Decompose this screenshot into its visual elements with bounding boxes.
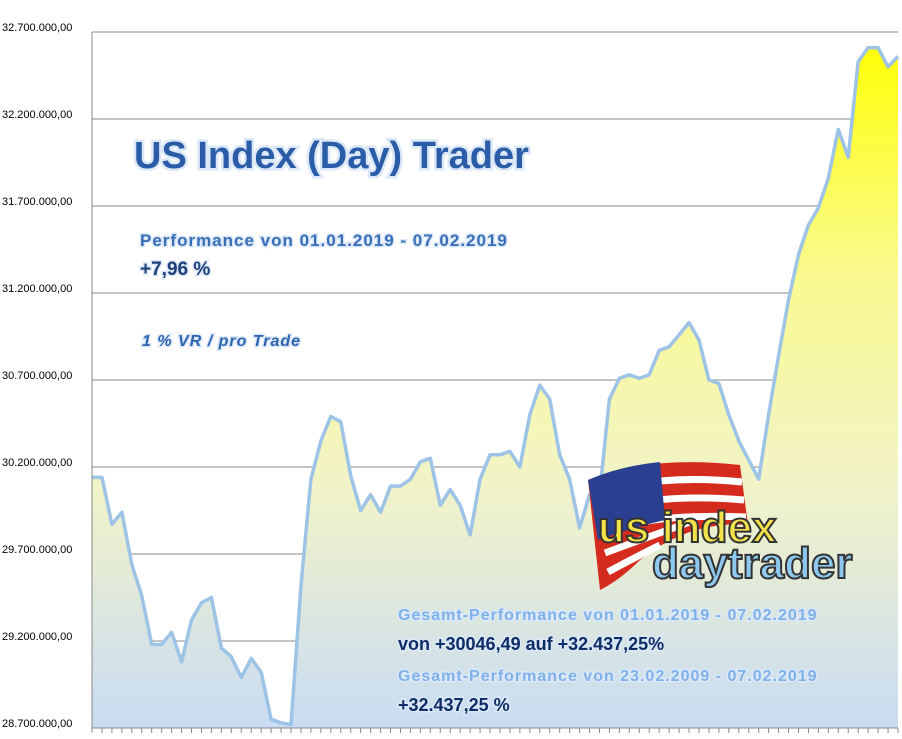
chart-title: US Index (Day) Trader [134, 135, 529, 177]
annotation: Gesamt-Performance von 23.02.2009 - 07.0… [398, 668, 818, 685]
annotation: 1 % VR / pro Trade [142, 333, 301, 350]
annotation: +32.437,25 % [398, 695, 510, 715]
y-tick-label: 32.700.000,00 [2, 22, 72, 34]
annotation: +7,96 % [140, 259, 210, 280]
annotation: von +30046,49 auf +32.437,25% [398, 634, 664, 654]
y-tick-label: 31.700.000,00 [2, 196, 72, 208]
y-tick-label: 32.200.000,00 [2, 109, 72, 121]
y-tick-label: 29.200.000,00 [2, 631, 72, 643]
line [92, 45, 900, 727]
y-tick-label: 30.700.000,00 [2, 370, 72, 382]
area [92, 47, 898, 728]
y-tick-label: 30.200.000,00 [2, 457, 72, 469]
annotation: Gesamt-Performance von 01.01.2019 - 07.0… [398, 607, 818, 624]
y-tick-label: 28.700.000,00 [2, 718, 72, 730]
y-tick-label: 29.700.000,00 [2, 544, 72, 556]
logo-text: daytrader [652, 539, 853, 588]
logo-text: us index [598, 503, 777, 552]
logo: us index daytrader [588, 462, 854, 590]
y-tick-label: 31.200.000,00 [2, 283, 72, 295]
annotation: Performance von 01.01.2019 - 07.02.2019 [140, 231, 508, 250]
